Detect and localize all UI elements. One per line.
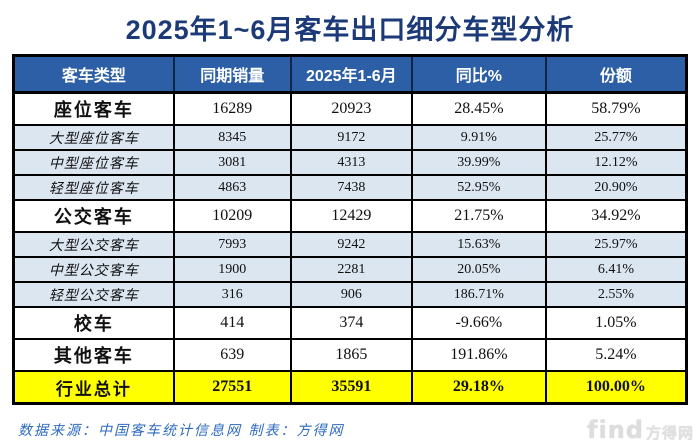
value-cell: 12429 xyxy=(289,199,413,233)
vehicle-type-cell: 大型座位客车 xyxy=(12,124,175,151)
value-cell: 21.75% xyxy=(410,199,547,233)
page-title: 2025年1~6月客车出口细分车型分析 xyxy=(125,15,575,45)
value-cell: 39.99% xyxy=(410,149,547,176)
value-cell: 7993 xyxy=(172,231,292,258)
table-body: 座位客车 16289 20923 28.45% 58.79% 大型座位客车 8345 9172… xyxy=(12,91,688,405)
value-cell: 374 xyxy=(289,306,413,340)
vehicle-type-cell: 中型公交客车 xyxy=(12,256,175,283)
value-cell: 52.95% xyxy=(410,174,547,201)
vehicle-type-cell: 大型公交客车 xyxy=(12,231,175,258)
value-cell: 9242 xyxy=(289,231,413,258)
table-row-total: 行业总计 27551 35591 29.18% 100.00% xyxy=(12,370,688,405)
value-cell: 1865 xyxy=(289,338,413,372)
value-cell: 191.86% xyxy=(410,338,547,372)
header-current-period: 2025年1-6月 xyxy=(289,54,413,94)
header-prev-period-sales: 同期销量 xyxy=(172,54,292,94)
value-cell: 25.97% xyxy=(544,231,688,258)
value-cell: 3081 xyxy=(172,149,292,176)
table-row-main: 校车 414 374 -9.66% 1.05% xyxy=(12,306,688,340)
table-row-sub: 轻型公交客车 316 906 186.71% 2.55% xyxy=(12,281,688,308)
value-cell: 10209 xyxy=(172,199,292,233)
value-cell: 35591 xyxy=(289,370,413,405)
data-source-note: 数据来源：中国客车统计信息网 制表：方得网 xyxy=(18,423,345,439)
value-cell: 9172 xyxy=(289,124,413,151)
table-row-sub: 大型座位客车 8345 9172 9.91% 25.77% xyxy=(12,124,688,151)
value-cell: 16289 xyxy=(172,91,292,126)
value-cell: 2.55% xyxy=(544,281,688,308)
value-cell: 6.41% xyxy=(544,256,688,283)
table-row-main: 公交客车 10209 12429 21.75% 34.92% xyxy=(12,199,688,233)
vehicle-type-cell: 轻型座位客车 xyxy=(12,174,175,201)
value-cell: 1900 xyxy=(172,256,292,283)
value-cell: 34.92% xyxy=(544,199,688,233)
value-cell: 906 xyxy=(289,281,413,308)
vehicle-type-cell: 座位客车 xyxy=(12,91,175,126)
value-cell: 20.05% xyxy=(410,256,547,283)
header-share: 份额 xyxy=(544,54,688,94)
value-cell: 1.05% xyxy=(544,306,688,340)
vehicle-type-cell: 轻型公交客车 xyxy=(12,281,175,308)
value-cell: 316 xyxy=(172,281,292,308)
value-cell: 7438 xyxy=(289,174,413,201)
watermark-logo-cn: 方得网 xyxy=(645,424,694,442)
value-cell: 186.71% xyxy=(410,281,547,308)
vehicle-type-cell: 公交客车 xyxy=(12,199,175,233)
value-cell: 25.77% xyxy=(544,124,688,151)
value-cell: 4313 xyxy=(289,149,413,176)
table-header: 客车类型 同期销量 2025年1-6月 同比% 份额 xyxy=(12,54,688,94)
vehicle-type-cell: 其他客车 xyxy=(12,338,175,372)
value-cell: 15.63% xyxy=(410,231,547,258)
site-watermark: find 方得网 xyxy=(587,416,694,444)
value-cell: 639 xyxy=(172,338,292,372)
value-cell: 58.79% xyxy=(544,91,688,126)
value-cell: 27551 xyxy=(172,370,292,405)
value-cell: 20923 xyxy=(289,91,413,126)
table-row-sub: 大型公交客车 7993 9242 15.63% 25.97% xyxy=(12,231,688,258)
value-cell: 5.24% xyxy=(544,338,688,372)
value-cell: 4863 xyxy=(172,174,292,201)
table-row-sub: 轻型座位客车 4863 7438 52.95% 20.90% xyxy=(12,174,688,201)
value-cell: 9.91% xyxy=(410,124,547,151)
header-vehicle-type: 客车类型 xyxy=(12,54,175,94)
vehicle-type-cell: 校车 xyxy=(12,306,175,340)
value-cell: 12.12% xyxy=(544,149,688,176)
vehicle-type-cell: 行业总计 xyxy=(12,370,175,405)
value-cell: 414 xyxy=(172,306,292,340)
table-row-main: 座位客车 16289 20923 28.45% 58.79% xyxy=(12,91,688,126)
value-cell: -9.66% xyxy=(410,306,547,340)
value-cell: 29.18% xyxy=(410,370,547,405)
value-cell: 28.45% xyxy=(410,91,547,126)
value-cell: 20.90% xyxy=(544,174,688,201)
vehicle-type-cell: 中型座位客车 xyxy=(12,149,175,176)
bus-export-table: 客车类型 同期销量 2025年1-6月 同比% 份额 座位客车 16289 2092… xyxy=(12,54,688,405)
value-cell: 8345 xyxy=(172,124,292,151)
header-row: 客车类型 同期销量 2025年1-6月 同比% 份额 xyxy=(12,54,688,94)
watermark-logo-en: find xyxy=(587,416,644,444)
table-row-sub: 中型公交客车 1900 2281 20.05% 6.41% xyxy=(12,256,688,283)
value-cell: 100.00% xyxy=(544,370,688,405)
header-yoy-percent: 同比% xyxy=(410,54,547,94)
table-row-main: 其他客车 639 1865 191.86% 5.24% xyxy=(12,338,688,372)
table-row-sub: 中型座位客车 3081 4313 39.99% 12.12% xyxy=(12,149,688,176)
value-cell: 2281 xyxy=(289,256,413,283)
